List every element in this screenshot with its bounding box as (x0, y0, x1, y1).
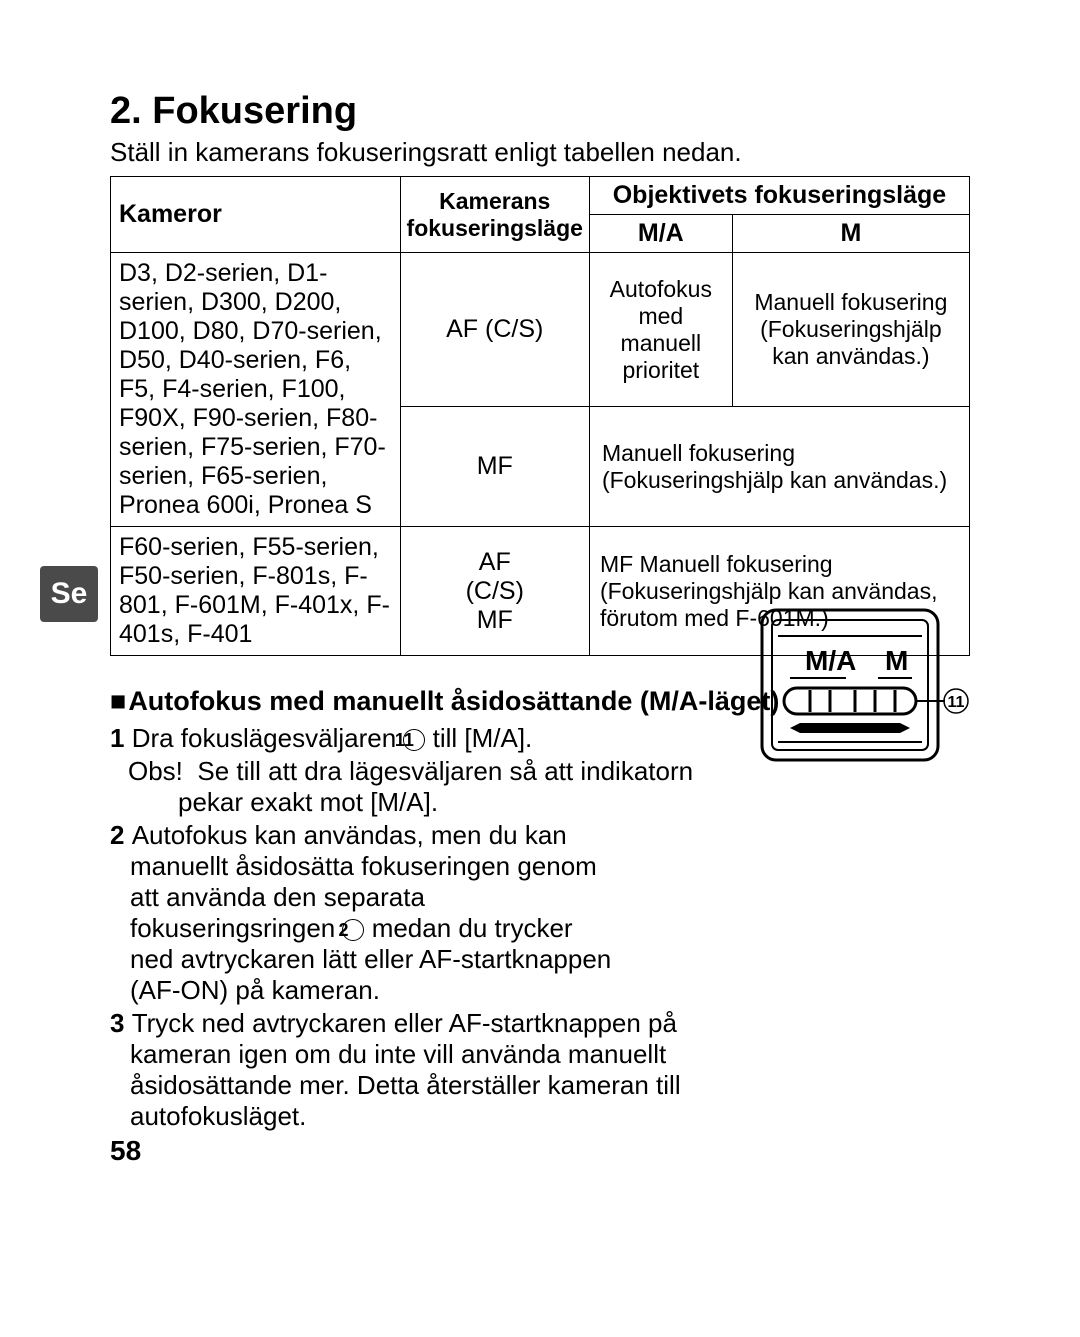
th-ma: M/A (589, 215, 732, 253)
svg-text:M/A: M/A (805, 645, 856, 676)
step-3: 3 Tryck ned avtryckaren eller AF-startkn… (110, 1008, 700, 1132)
step-2: 2 Autofokus kan användas, men du kan man… (110, 820, 620, 1006)
th-m: M (732, 215, 969, 253)
cell-cameras-1: D3, D2-serien, D1-serien, D300, D200, D1… (111, 253, 401, 527)
cell-mode-2: AF (C/S) MF (400, 527, 589, 656)
focus-switch-diagram: M/A M 11 (760, 608, 970, 773)
cell-ma-1: Autofokus med manuell prioritet (589, 253, 732, 407)
th-camera-mode: Kamerans fokuseringsläge (400, 177, 589, 253)
svg-text:M: M (885, 645, 908, 676)
steps-list: 1 Dra fokuslägesväljaren 11 till [M/A]. … (110, 723, 970, 1132)
cell-mode-mf: MF (400, 407, 589, 527)
step-1: 1 Dra fokuslägesväljaren 11 till [M/A]. (110, 723, 700, 754)
svg-text:11: 11 (948, 694, 965, 711)
cell-cameras-2: F60-serien, F55-serien, F50-serien, F-80… (111, 527, 401, 656)
focus-table: Kameror Kamerans fokuseringsläge Objekti… (110, 176, 970, 656)
cell-m-1: Manuell fokusering (Fokuseringshjälp kan… (732, 253, 969, 407)
th-cameras: Kameror (111, 177, 401, 253)
cell-mode-af: AF (C/S) (400, 253, 589, 407)
page-content: 2. Fokusering Ställ in kamerans fokuseri… (110, 90, 970, 1134)
page-number: 58 (110, 1135, 141, 1167)
section-intro: Ställ in kamerans fokuseringsratt enligt… (110, 137, 970, 168)
language-tab: Se (40, 566, 98, 622)
step-1-note: Obs! Se till att dra lägesväljaren så at… (110, 756, 700, 818)
th-lens-mode: Objektivets fokuseringsläge (589, 177, 969, 215)
cell-mf-merged: Manuell fokusering (Fokuseringshjälp kan… (589, 407, 969, 527)
section-title: 2. Fokusering (110, 90, 970, 133)
